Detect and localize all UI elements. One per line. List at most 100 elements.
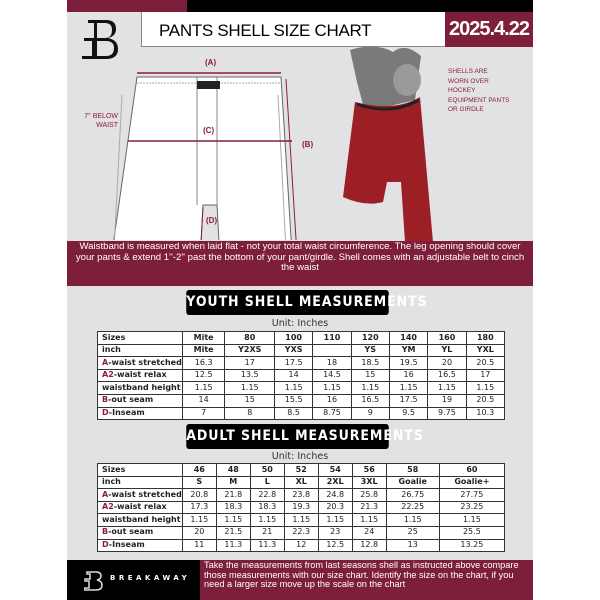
table-cell: 22.8 — [249, 488, 285, 502]
row-label: B-out seam — [97, 525, 183, 540]
table-cell: 56 — [351, 463, 387, 477]
table-cell: 16 — [312, 393, 352, 408]
table-row: Sizes 46 48 50 52 54 56 58 60 — [97, 463, 506, 477]
table-cell: 26.75 — [385, 488, 440, 502]
table-row: Sizes Mite 80 100 110 120 140 160 180 — [97, 331, 506, 345]
table-cell: 18.5 — [350, 356, 390, 370]
row-label: Sizes — [97, 463, 183, 477]
table-cell: 20.5 — [465, 393, 506, 408]
footer-instructions: Take the measurements from last seasons … — [200, 560, 533, 600]
row-label: D-Inseam — [97, 538, 183, 553]
table-cell: 1.15 — [351, 513, 387, 527]
table-cell: 14.5 — [312, 368, 352, 383]
table-cell: 9.5 — [388, 406, 429, 421]
table-cell: 1.15 — [181, 381, 226, 395]
table-cell: 16 — [388, 368, 429, 383]
brand-name: BREAKAWAY — [110, 574, 191, 582]
measure-key: D — [102, 540, 109, 550]
table-cell: 1.15 — [438, 513, 506, 527]
table-cell: 11 — [181, 538, 217, 553]
table-cell: Y2XS — [224, 343, 275, 358]
table-cell: 3XL — [351, 475, 387, 490]
table-cell: 10.3 — [465, 406, 506, 421]
table-cell: 8.75 — [312, 406, 352, 421]
label-b: (B) — [302, 140, 314, 149]
table-cell: 140 — [388, 331, 429, 345]
youth-unit: Unit: Inches — [271, 318, 329, 329]
table-cell: 100 — [273, 331, 314, 345]
table-cell: 23 — [317, 525, 353, 540]
table-cell: 54 — [317, 463, 353, 477]
table-cell: XL — [283, 475, 319, 490]
row-label: A-waist stretched — [97, 488, 183, 502]
table-cell: 20 — [427, 356, 467, 370]
table-cell: 21.8 — [215, 488, 251, 502]
table-row: inch S M L XL 2XL 3XL Goalie Goalie+ — [97, 475, 506, 490]
table-cell: 9.75 — [427, 406, 467, 421]
table-cell: 7 — [181, 406, 226, 421]
table-cell: 18 — [312, 356, 352, 370]
table-cell: 13.5 — [224, 368, 275, 383]
brand-logo-icon — [82, 20, 118, 59]
table-row: D-Inseam 7 8 8.5 8.75 9 9.5 9.75 10.3 — [97, 406, 506, 421]
table-cell: 20.3 — [317, 500, 353, 515]
label-a: (A) — [205, 58, 217, 67]
table-cell: 1.15 — [385, 513, 440, 527]
table-cell: 15.5 — [273, 393, 314, 408]
table-cell: 22.25 — [385, 500, 440, 515]
table-cell: 12.5 — [181, 368, 226, 383]
date-badge: 2025.4.22 — [445, 12, 533, 47]
row-label: inch — [97, 475, 183, 490]
table-cell: 12 — [283, 538, 319, 553]
table-cell: 110 — [312, 331, 352, 345]
below-waist-note: 7'' BELOW WAIST — [84, 113, 118, 129]
table-cell: YXL — [465, 343, 506, 358]
row-label: D-Inseam — [97, 406, 183, 421]
table-cell: 1.15 — [215, 513, 251, 527]
table-cell: 1.15 — [427, 381, 467, 395]
table-cell: 180 — [465, 331, 506, 345]
table-cell: 12.8 — [351, 538, 387, 553]
table-cell: 21 — [249, 525, 285, 540]
table-row: waistband height 1.15 1.15 1.15 1.15 1.15 1.15… — [97, 381, 506, 395]
measure-key: B — [102, 527, 109, 537]
table-cell: 13.25 — [438, 538, 506, 553]
table-cell: 23.8 — [283, 488, 319, 502]
table-row: inch Mite Y2XS YXS YS YM YL YXL — [97, 343, 506, 358]
measure-key: A — [102, 357, 109, 367]
table-row: A2-waist relax 12.5 13.5 14 14.5 15 16 16.5 17 — [97, 368, 506, 383]
table-cell: 17.5 — [388, 393, 429, 408]
table-cell: 16.3 — [181, 356, 226, 370]
adult-unit: Unit: Inches — [271, 451, 329, 462]
table-cell: 19.5 — [388, 356, 429, 370]
footer-brand-block — [67, 560, 200, 600]
table-cell: 14 — [181, 393, 226, 408]
table-row: D-Inseam 11 11.3 11.3 12 12.5 12.8 13 13.25 — [97, 538, 506, 553]
table-cell: 1.15 — [317, 513, 353, 527]
table-cell: 8 — [224, 406, 275, 421]
table-cell: 13 — [385, 538, 440, 553]
table-cell: 20 — [181, 525, 217, 540]
table-cell: M — [215, 475, 251, 490]
table-cell: 25.5 — [438, 525, 506, 540]
table-cell: Goalie+ — [438, 475, 506, 490]
table-cell: L — [249, 475, 285, 490]
table-cell: Mite — [181, 343, 226, 358]
table-cell: 24.8 — [317, 488, 353, 502]
table-cell: 16.5 — [427, 368, 467, 383]
top-accent-bar — [67, 0, 187, 12]
table-row: A-waist stretched 20.8 21.8 22.8 23.8 24.8 25.… — [97, 488, 506, 502]
table-cell: 1.15 — [181, 513, 217, 527]
table-cell: 1.15 — [283, 513, 319, 527]
table-cell: 1.15 — [312, 381, 352, 395]
row-label: Sizes — [97, 331, 183, 345]
table-cell: 25.8 — [351, 488, 387, 502]
table-cell: 46 — [181, 463, 217, 477]
table-cell: 18.3 — [215, 500, 251, 515]
table-cell: 80 — [224, 331, 275, 345]
table-row: A-waist stretched 16.3 17 17.5 18 18.5 19.5 20 2… — [97, 356, 506, 370]
table-cell: 1.15 — [249, 513, 285, 527]
table-cell: 11.3 — [215, 538, 251, 553]
table-cell: 8.5 — [273, 406, 314, 421]
table-cell: Mite — [181, 331, 226, 345]
